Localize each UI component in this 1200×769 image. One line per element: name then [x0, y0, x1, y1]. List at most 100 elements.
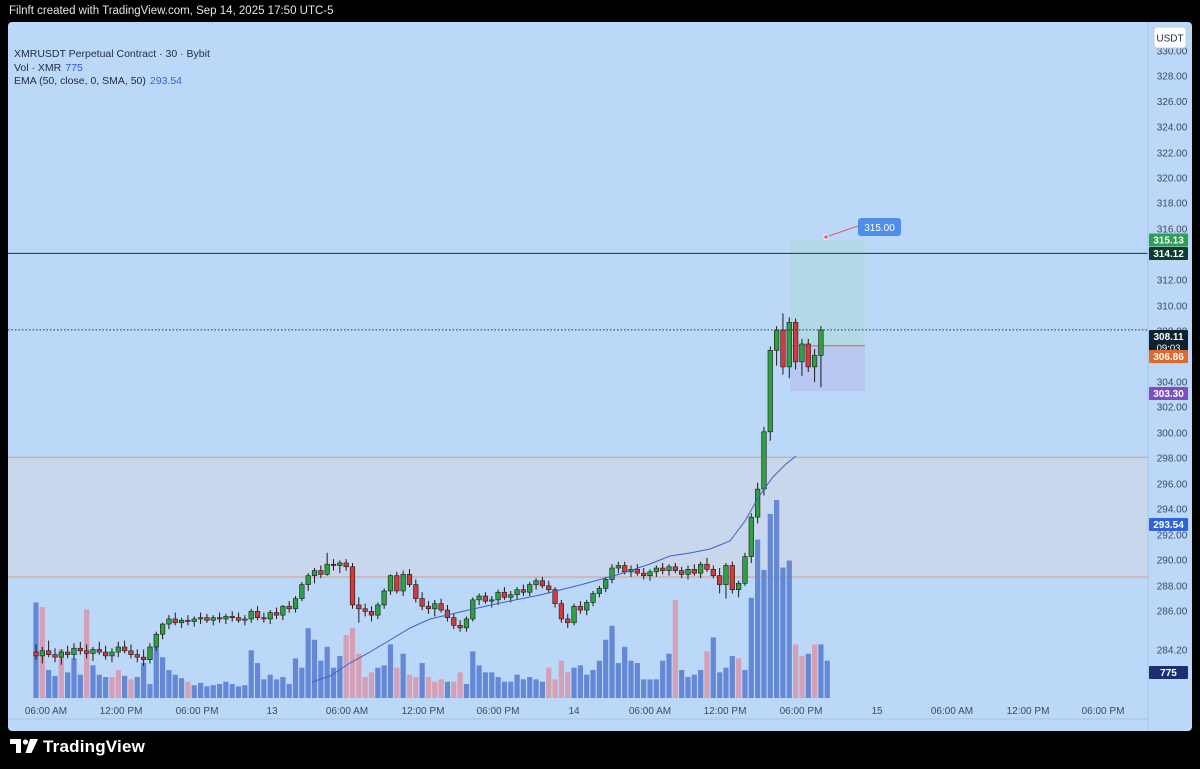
candle[interactable] [704, 557, 710, 572]
candle[interactable] [438, 598, 444, 613]
candle[interactable] [679, 566, 685, 579]
candle[interactable] [292, 596, 299, 613]
candle[interactable] [286, 601, 292, 613]
candle[interactable] [197, 612, 204, 625]
candle[interactable] [242, 615, 248, 626]
candle[interactable] [122, 640, 128, 654]
candle[interactable] [792, 318, 799, 370]
candle[interactable] [166, 615, 172, 630]
candle[interactable] [413, 579, 419, 603]
candle[interactable] [660, 562, 666, 575]
candle[interactable] [565, 613, 571, 628]
candle[interactable] [672, 562, 678, 574]
candle[interactable] [362, 603, 368, 617]
candle[interactable] [90, 646, 96, 661]
candle[interactable] [160, 622, 166, 640]
candle[interactable] [172, 612, 178, 626]
candle[interactable] [577, 601, 583, 614]
candle[interactable] [425, 601, 432, 614]
candle[interactable] [261, 612, 267, 623]
candle[interactable] [476, 593, 482, 605]
candle[interactable] [343, 559, 349, 571]
candle[interactable] [482, 592, 489, 604]
candle[interactable] [539, 576, 545, 589]
candle[interactable] [451, 613, 457, 630]
candle[interactable] [444, 604, 451, 622]
candle[interactable] [419, 592, 425, 611]
candle[interactable] [729, 561, 735, 594]
candle[interactable] [318, 565, 324, 579]
candle[interactable] [761, 426, 767, 496]
candle[interactable] [71, 643, 77, 660]
candle[interactable] [641, 568, 647, 580]
candle[interactable] [229, 611, 235, 622]
candle[interactable] [755, 482, 761, 524]
candle[interactable] [337, 560, 343, 574]
candle[interactable] [368, 606, 375, 622]
candle[interactable] [653, 565, 659, 577]
legend-ema[interactable]: EMA (50, close, 0, SMA, 50) 293.54 [14, 75, 210, 89]
candle[interactable] [311, 568, 318, 584]
candle[interactable] [590, 590, 596, 607]
candle[interactable] [558, 599, 564, 623]
candle[interactable] [210, 615, 216, 626]
currency-button[interactable]: USDT [1153, 26, 1187, 49]
candle[interactable] [134, 649, 140, 663]
candle[interactable] [584, 599, 590, 616]
candle[interactable] [267, 610, 273, 625]
candle[interactable] [432, 599, 438, 617]
candle[interactable] [375, 602, 381, 619]
candle[interactable] [223, 613, 229, 625]
candle[interactable] [685, 565, 691, 580]
candle[interactable] [603, 576, 609, 593]
candle[interactable] [457, 620, 463, 632]
candle[interactable] [533, 578, 539, 590]
candle[interactable] [96, 641, 102, 655]
candle[interactable] [299, 582, 305, 602]
candle[interactable] [185, 615, 191, 626]
candle[interactable] [514, 587, 520, 600]
candle[interactable] [609, 564, 615, 584]
candle[interactable] [406, 569, 413, 588]
candle[interactable] [77, 641, 83, 655]
candle[interactable] [394, 571, 400, 594]
candle[interactable] [698, 561, 704, 579]
candle[interactable] [615, 561, 621, 574]
legend-volume[interactable]: Vol · XMR 775 [14, 62, 210, 76]
candle[interactable] [248, 608, 254, 623]
candle[interactable] [39, 646, 45, 664]
candle[interactable] [115, 641, 121, 658]
candle[interactable] [153, 631, 159, 651]
candle[interactable] [216, 612, 223, 623]
candle[interactable] [280, 604, 286, 621]
target-zone[interactable] [790, 240, 865, 346]
candle[interactable] [647, 569, 653, 581]
candle[interactable] [748, 513, 754, 563]
candle[interactable] [235, 612, 242, 623]
candle[interactable] [330, 559, 337, 571]
candle[interactable] [52, 648, 58, 663]
candle[interactable] [489, 596, 495, 608]
candle[interactable] [691, 564, 697, 576]
candle[interactable] [742, 552, 748, 586]
candle[interactable] [58, 649, 64, 665]
candle[interactable] [191, 616, 197, 627]
candle[interactable] [774, 326, 780, 366]
candle[interactable] [273, 607, 280, 619]
candle[interactable] [710, 565, 716, 579]
candle[interactable] [805, 338, 811, 372]
tradingview-logo[interactable]: TradingView [10, 737, 145, 757]
candle[interactable] [520, 584, 527, 597]
candle[interactable] [84, 644, 90, 659]
candle[interactable] [717, 568, 723, 594]
candle[interactable] [400, 570, 406, 597]
candle[interactable] [786, 317, 792, 379]
candle[interactable] [552, 587, 558, 608]
candle[interactable] [495, 589, 501, 605]
candle[interactable] [305, 573, 311, 591]
projection-badge[interactable] [858, 218, 901, 236]
candle[interactable] [46, 640, 52, 658]
candle[interactable] [596, 585, 602, 598]
candle[interactable] [736, 580, 742, 598]
candle[interactable] [324, 552, 330, 576]
